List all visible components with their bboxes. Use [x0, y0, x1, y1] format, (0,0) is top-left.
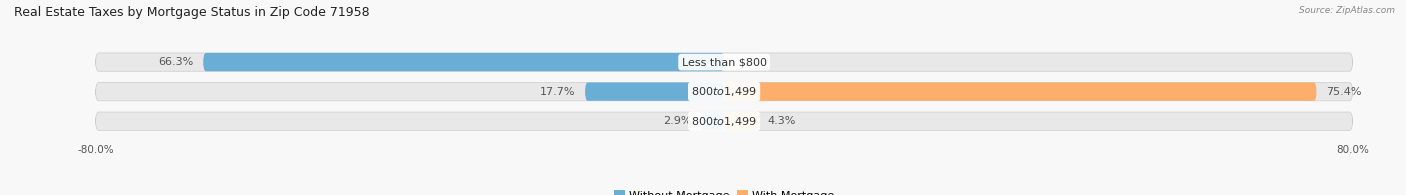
- Text: 4.3%: 4.3%: [768, 116, 796, 126]
- Text: Less than $800: Less than $800: [682, 57, 766, 67]
- FancyBboxPatch shape: [204, 53, 724, 71]
- Text: 17.7%: 17.7%: [540, 87, 575, 97]
- Text: $800 to $1,499: $800 to $1,499: [692, 85, 756, 98]
- Text: 75.4%: 75.4%: [1326, 87, 1361, 97]
- FancyBboxPatch shape: [724, 112, 758, 130]
- FancyBboxPatch shape: [96, 112, 1353, 130]
- FancyBboxPatch shape: [96, 82, 1353, 101]
- Text: Source: ZipAtlas.com: Source: ZipAtlas.com: [1299, 6, 1395, 15]
- FancyBboxPatch shape: [96, 53, 1353, 71]
- Text: $800 to $1,499: $800 to $1,499: [692, 115, 756, 128]
- Text: 2.9%: 2.9%: [664, 116, 692, 126]
- Text: 66.3%: 66.3%: [159, 57, 194, 67]
- FancyBboxPatch shape: [585, 82, 724, 101]
- Legend: Without Mortgage, With Mortgage: Without Mortgage, With Mortgage: [609, 186, 839, 195]
- FancyBboxPatch shape: [702, 112, 724, 130]
- Text: Real Estate Taxes by Mortgage Status in Zip Code 71958: Real Estate Taxes by Mortgage Status in …: [14, 6, 370, 19]
- FancyBboxPatch shape: [724, 82, 1316, 101]
